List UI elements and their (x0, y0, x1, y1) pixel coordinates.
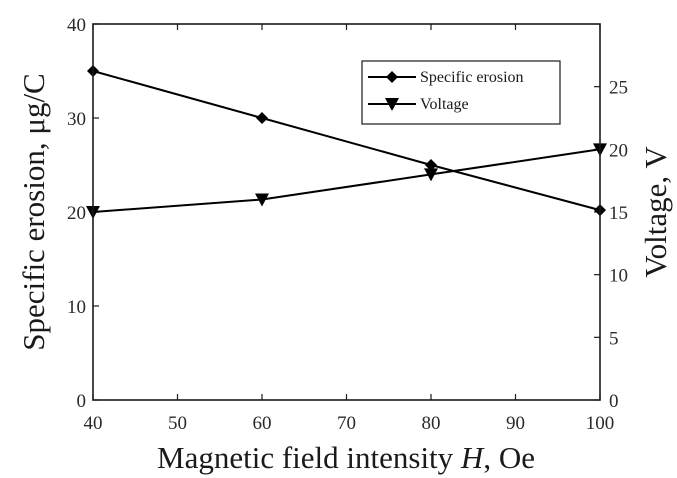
y-left-tick-label: 0 (77, 391, 87, 412)
data-point-specific-erosion (425, 159, 437, 171)
legend-label-specific-erosion: Specific erosion (420, 69, 524, 86)
x-axis-title: Magnetic field intensity H, Oe (157, 440, 535, 475)
y-left-tick-label: 30 (67, 109, 86, 130)
x-tick-label: 40 (84, 413, 103, 434)
legend-marker-specific-erosion (386, 71, 398, 83)
legend: Specific erosion Voltage (361, 60, 561, 125)
y-left-tick-label: 10 (67, 297, 86, 318)
data-point-specific-erosion (256, 112, 268, 124)
data-point-voltage (255, 193, 269, 207)
y-left-tick-label: 40 (67, 15, 86, 36)
plot-frame (92, 23, 601, 401)
y-axis-title-left: Specific erosion, μg/C (16, 73, 51, 351)
legend-label-voltage: Voltage (420, 96, 469, 113)
legend-box (361, 60, 561, 125)
y-right-tick-label: 0 (609, 391, 619, 412)
y-axis-title-right: Voltage, V (638, 146, 673, 278)
y-right-tick-label: 25 (609, 78, 628, 99)
x-tick-label: 60 (253, 413, 272, 434)
x-tick-label: 100 (586, 413, 615, 434)
series-line-specific-erosion (92, 70, 601, 212)
series-layer (86, 65, 607, 219)
data-point-voltage (424, 168, 438, 182)
x-tick-label: 80 (422, 413, 441, 434)
x-tick-label: 70 (337, 413, 356, 434)
y-left-tick-label: 20 (67, 203, 86, 224)
x-tick-label: 50 (168, 413, 187, 434)
series-line-voltage (92, 148, 601, 213)
y-right-tick-label: 5 (609, 328, 619, 349)
legend-marker-voltage (385, 98, 399, 111)
x-tick-label: 90 (506, 413, 525, 434)
y-right-tick-label: 10 (609, 266, 628, 287)
y-right-tick-label: 20 (609, 140, 628, 161)
y-right-tick-label: 15 (609, 203, 628, 224)
